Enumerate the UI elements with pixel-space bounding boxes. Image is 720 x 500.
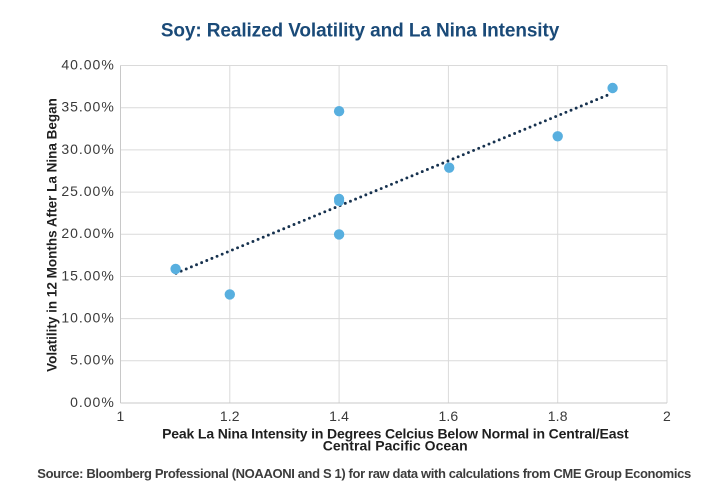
svg-text:Central Pacific Ocean: Central Pacific Ocean — [323, 437, 468, 453]
svg-text:Soy: Realized Volatility and L: Soy: Realized Volatility and La Nina Int… — [161, 20, 560, 41]
svg-text:Peak La Nina Intensity in Degr: Peak La Nina Intensity in Degrees Celciu… — [162, 426, 629, 442]
svg-text:5.00%: 5.00% — [70, 352, 115, 368]
svg-text:25.00%: 25.00% — [61, 183, 114, 199]
svg-text:1.2: 1.2 — [220, 408, 240, 424]
svg-text:Source: Bloomberg Professional: Source: Bloomberg Professional (NOAAONI … — [37, 466, 691, 481]
svg-text:15.00%: 15.00% — [61, 267, 114, 283]
svg-text:2: 2 — [663, 408, 671, 424]
svg-text:0.00%: 0.00% — [70, 394, 115, 410]
svg-text:10.00%: 10.00% — [61, 310, 114, 326]
svg-text:1.8: 1.8 — [548, 408, 568, 424]
svg-text:1: 1 — [117, 408, 125, 424]
svg-text:30.00%: 30.00% — [61, 141, 114, 157]
svg-text:1.6: 1.6 — [438, 408, 458, 424]
svg-text:35.00%: 35.00% — [61, 99, 114, 115]
svg-text:1.4: 1.4 — [329, 408, 349, 424]
svg-text:40.00%: 40.00% — [61, 56, 114, 72]
svg-text:Volatility in 12 Months After: Volatility in 12 Months After La Nina Be… — [45, 98, 60, 372]
svg-text:20.00%: 20.00% — [61, 225, 114, 241]
